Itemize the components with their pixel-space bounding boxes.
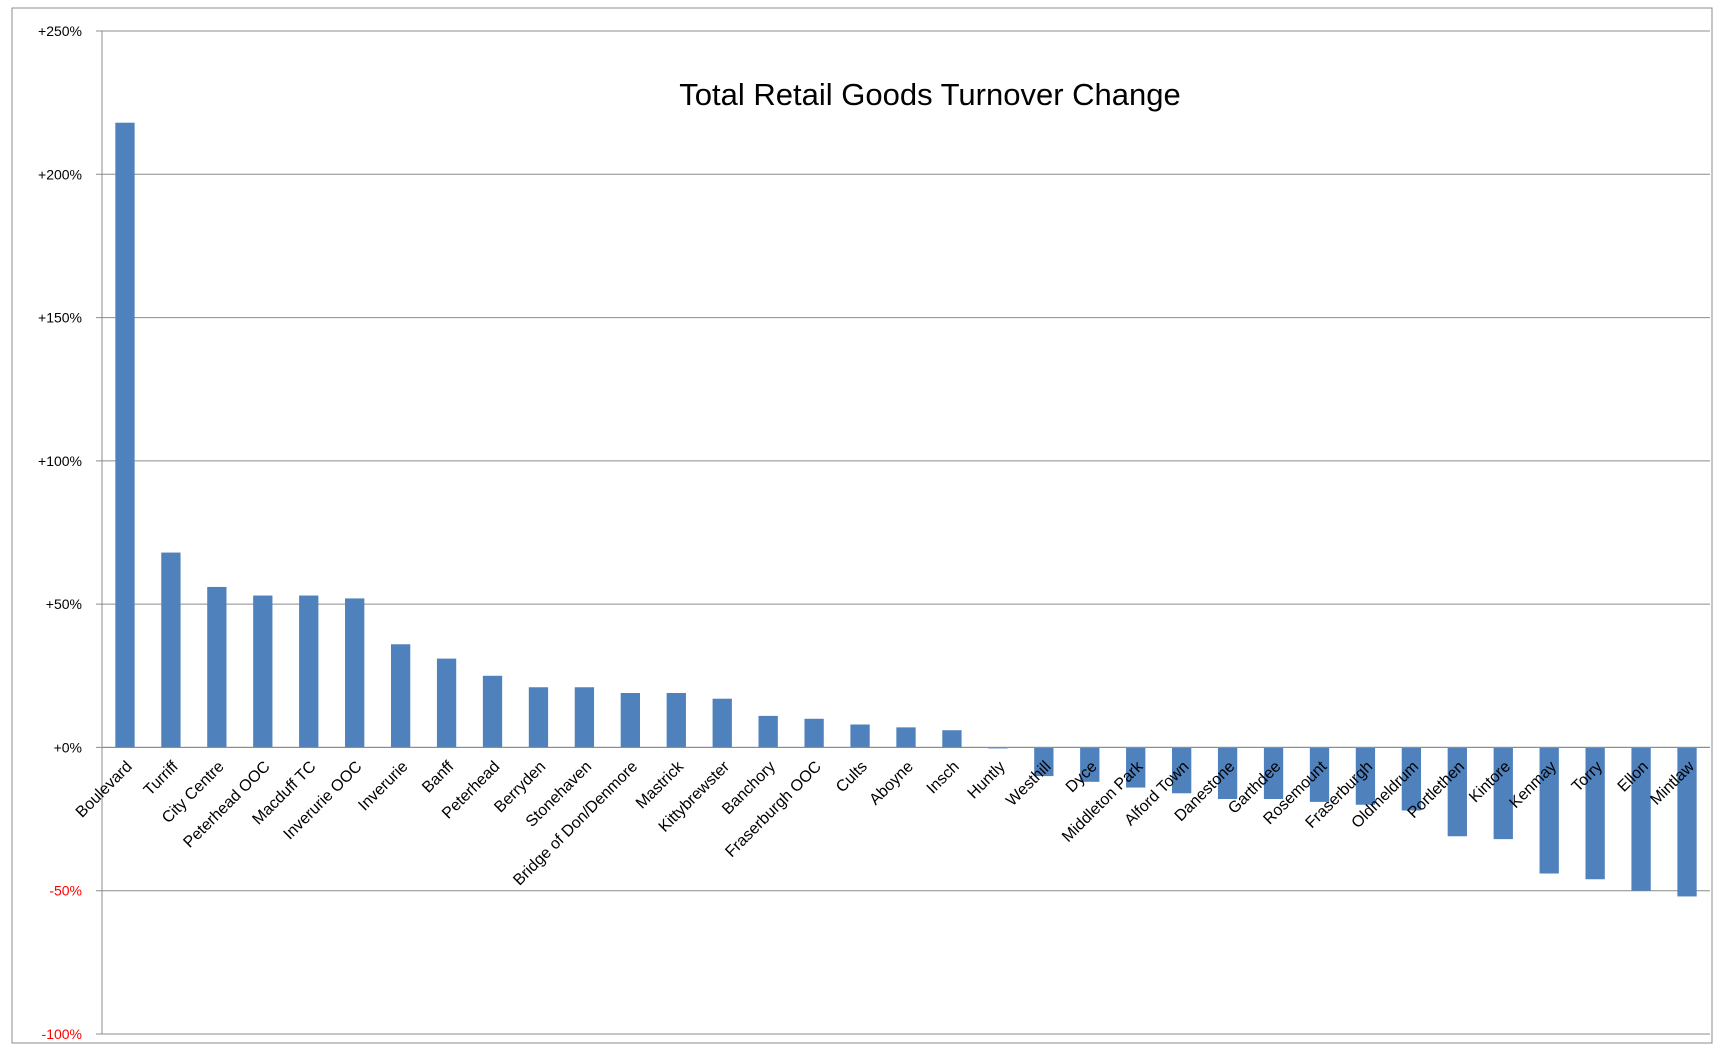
- y-tick-label: -100%: [42, 1026, 82, 1042]
- y-tick-label: +250%: [38, 23, 82, 39]
- bar: [1034, 747, 1054, 777]
- bar: [666, 692, 686, 748]
- bar: [850, 724, 870, 748]
- y-tick-label: +200%: [38, 166, 82, 182]
- bar: [345, 598, 365, 748]
- x-category-label: Boulevard: [73, 758, 136, 821]
- y-tick-label: +50%: [46, 596, 82, 612]
- bar: [528, 687, 549, 748]
- bar: [1631, 747, 1651, 891]
- x-category-label: Turriff: [141, 758, 182, 799]
- y-tick-label: +100%: [38, 453, 82, 469]
- x-category-label: Huntly: [965, 758, 1009, 802]
- bar: [1355, 747, 1376, 805]
- x-category-label: Middleton Park: [1059, 758, 1147, 846]
- bar: [1585, 747, 1605, 880]
- bar: [1493, 747, 1513, 840]
- bar: [115, 122, 135, 748]
- y-tick-label: -50%: [49, 883, 82, 899]
- chart-frame: [11, 7, 1713, 1044]
- y-axis-tick-labels: +250% +200% +150% +100% +50% +0% -50% -100%: [38, 23, 82, 1042]
- y-tick-label: +0%: [54, 739, 82, 755]
- bar: [1539, 747, 1559, 874]
- bar: [1401, 747, 1422, 811]
- x-category-label: Inverurie OOC: [281, 758, 366, 843]
- bar: [161, 552, 181, 748]
- bar: [804, 718, 824, 748]
- gridlines: [96, 30, 1710, 1035]
- x-category-label: Inverurie: [355, 758, 411, 814]
- bars: [115, 122, 1697, 897]
- bar: [942, 730, 962, 748]
- bar: [436, 658, 457, 748]
- bar: [620, 692, 640, 748]
- bar: [299, 595, 319, 748]
- x-category-label: Banff: [419, 758, 458, 797]
- bar: [1677, 747, 1697, 897]
- bar: [758, 715, 778, 748]
- bar: [1126, 747, 1146, 788]
- bar: [896, 727, 916, 748]
- y-tick-label: +150%: [38, 310, 82, 326]
- bar: [1217, 747, 1238, 800]
- bar: [1172, 747, 1192, 794]
- bar: [1447, 747, 1467, 837]
- x-category-label: Cults: [833, 758, 871, 796]
- x-category-label: Aboyne: [866, 758, 916, 808]
- bar: [482, 675, 503, 748]
- bar: [1080, 747, 1100, 782]
- bar: [712, 698, 732, 748]
- x-category-label: Insch: [924, 758, 963, 797]
- bar: [1309, 747, 1330, 802]
- x-category-label: Westhill: [1003, 758, 1054, 809]
- bar: [1263, 747, 1284, 800]
- bar: [253, 595, 273, 748]
- bar: [574, 687, 595, 748]
- bar: [390, 644, 411, 748]
- chart-title: Total Retail Goods Turnover Change: [679, 77, 1180, 112]
- bar: [207, 586, 227, 748]
